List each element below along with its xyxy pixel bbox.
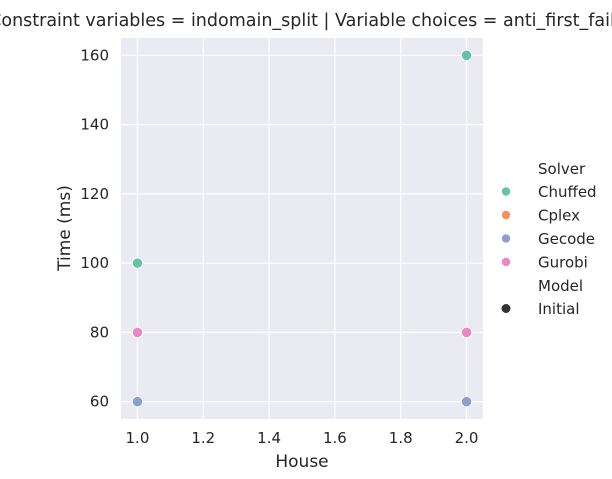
y-tick-labels: 60 80 100 120 140 160 bbox=[80, 46, 109, 410]
legend-marker bbox=[501, 257, 511, 267]
data-point-chuffed bbox=[460, 49, 473, 61]
legend-item-cplex: Cplex bbox=[501, 207, 580, 225]
x-tick-label: 1.2 bbox=[191, 429, 215, 447]
data-point-chuffed bbox=[131, 257, 144, 269]
data-point-gurobi bbox=[460, 326, 473, 339]
data-point-gurobi bbox=[131, 326, 144, 339]
x-tick-label: 1.0 bbox=[126, 429, 150, 447]
legend: Solver Chuffed Cplex Gecode Gurobi Model In… bbox=[501, 160, 597, 318]
y-tick-label: 100 bbox=[80, 254, 109, 272]
legend-label: Chuffed bbox=[538, 183, 597, 201]
x-tick-label: 1.8 bbox=[389, 429, 413, 447]
y-axis-label: Time (ms) bbox=[55, 185, 75, 272]
legend-label: Gurobi bbox=[538, 254, 588, 272]
x-tick-label: 2.0 bbox=[455, 429, 479, 447]
legend-title-model: Model bbox=[538, 277, 583, 295]
x-tick-label: 1.6 bbox=[323, 429, 347, 447]
plot-area bbox=[121, 38, 483, 419]
data-point-gecode bbox=[460, 396, 473, 408]
legend-item-initial: Initial bbox=[501, 300, 580, 318]
legend-item-chuffed: Chuffed bbox=[501, 183, 597, 201]
legend-item-gecode: Gecode bbox=[501, 230, 595, 248]
x-tick-labels: 1.0 1.2 1.4 1.6 1.8 2.0 bbox=[126, 429, 479, 447]
y-tick-label: 120 bbox=[80, 185, 109, 203]
legend-item-gurobi: Gurobi bbox=[501, 254, 588, 272]
legend-title-solver: Solver bbox=[538, 160, 586, 178]
data-points bbox=[131, 49, 473, 408]
data-point-gecode bbox=[131, 396, 144, 408]
legend-marker bbox=[501, 304, 511, 313]
legend-marker bbox=[501, 210, 511, 220]
y-tick-label: 60 bbox=[90, 393, 109, 411]
legend-label: Initial bbox=[538, 300, 580, 318]
legend-label: Gecode bbox=[538, 230, 595, 248]
y-tick-label: 80 bbox=[90, 323, 109, 341]
x-axis-label: House bbox=[275, 452, 328, 472]
legend-label: Cplex bbox=[538, 207, 580, 225]
y-tick-label: 160 bbox=[80, 46, 109, 64]
legend-marker bbox=[501, 233, 511, 244]
legend-marker bbox=[501, 186, 511, 197]
x-tick-label: 1.4 bbox=[257, 429, 281, 447]
gridlines bbox=[121, 38, 483, 419]
chart-title: Constraint variables = indomain_split | … bbox=[0, 11, 612, 31]
y-tick-label: 140 bbox=[80, 116, 109, 134]
